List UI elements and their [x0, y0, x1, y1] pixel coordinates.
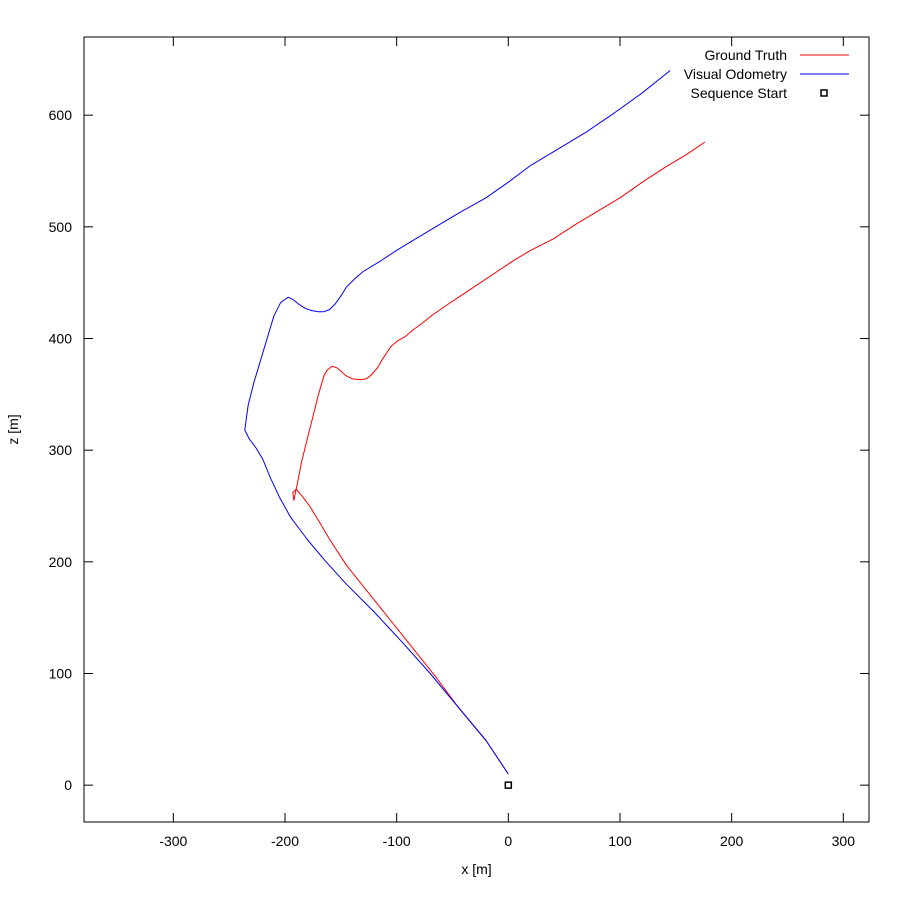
legend-label: Ground Truth	[705, 47, 788, 63]
y-axis-label: z [m]	[5, 414, 21, 444]
x-tick-label: -100	[383, 833, 411, 849]
series-line-0	[292, 141, 706, 775]
x-tick-label: 0	[504, 833, 512, 849]
plot-frame	[83, 36, 870, 823]
y-tick-label: 500	[49, 219, 73, 235]
series-line-1	[244, 70, 671, 775]
legend-label: Visual Odometry	[684, 66, 787, 82]
x-axis-label: x [m]	[461, 861, 491, 877]
y-tick-label: 100	[49, 665, 73, 681]
y-tick-label: 0	[64, 777, 72, 793]
y-axis-ticks: 0 100 200 300 400 500 600	[49, 107, 869, 793]
y-tick-label: 200	[49, 554, 73, 570]
y-tick-label: 400	[49, 330, 73, 346]
x-tick-label: -300	[159, 833, 187, 849]
legend-swatch-2	[820, 89, 828, 97]
x-tick-label: 300	[832, 833, 856, 849]
x-axis-ticks: -300 -200 -100 0 100 200 300	[159, 37, 855, 849]
legend-label: Sequence Start	[690, 85, 787, 101]
sequence-start-marker	[504, 781, 513, 789]
legend: Ground Truth Visual Odometry Sequence Star…	[684, 47, 849, 101]
x-tick-label: 100	[608, 833, 632, 849]
chart-marks	[244, 70, 706, 789]
y-tick-label: 300	[49, 442, 73, 458]
x-tick-label: -200	[271, 833, 299, 849]
y-tick-label: 600	[49, 107, 73, 123]
x-tick-label: 200	[720, 833, 744, 849]
